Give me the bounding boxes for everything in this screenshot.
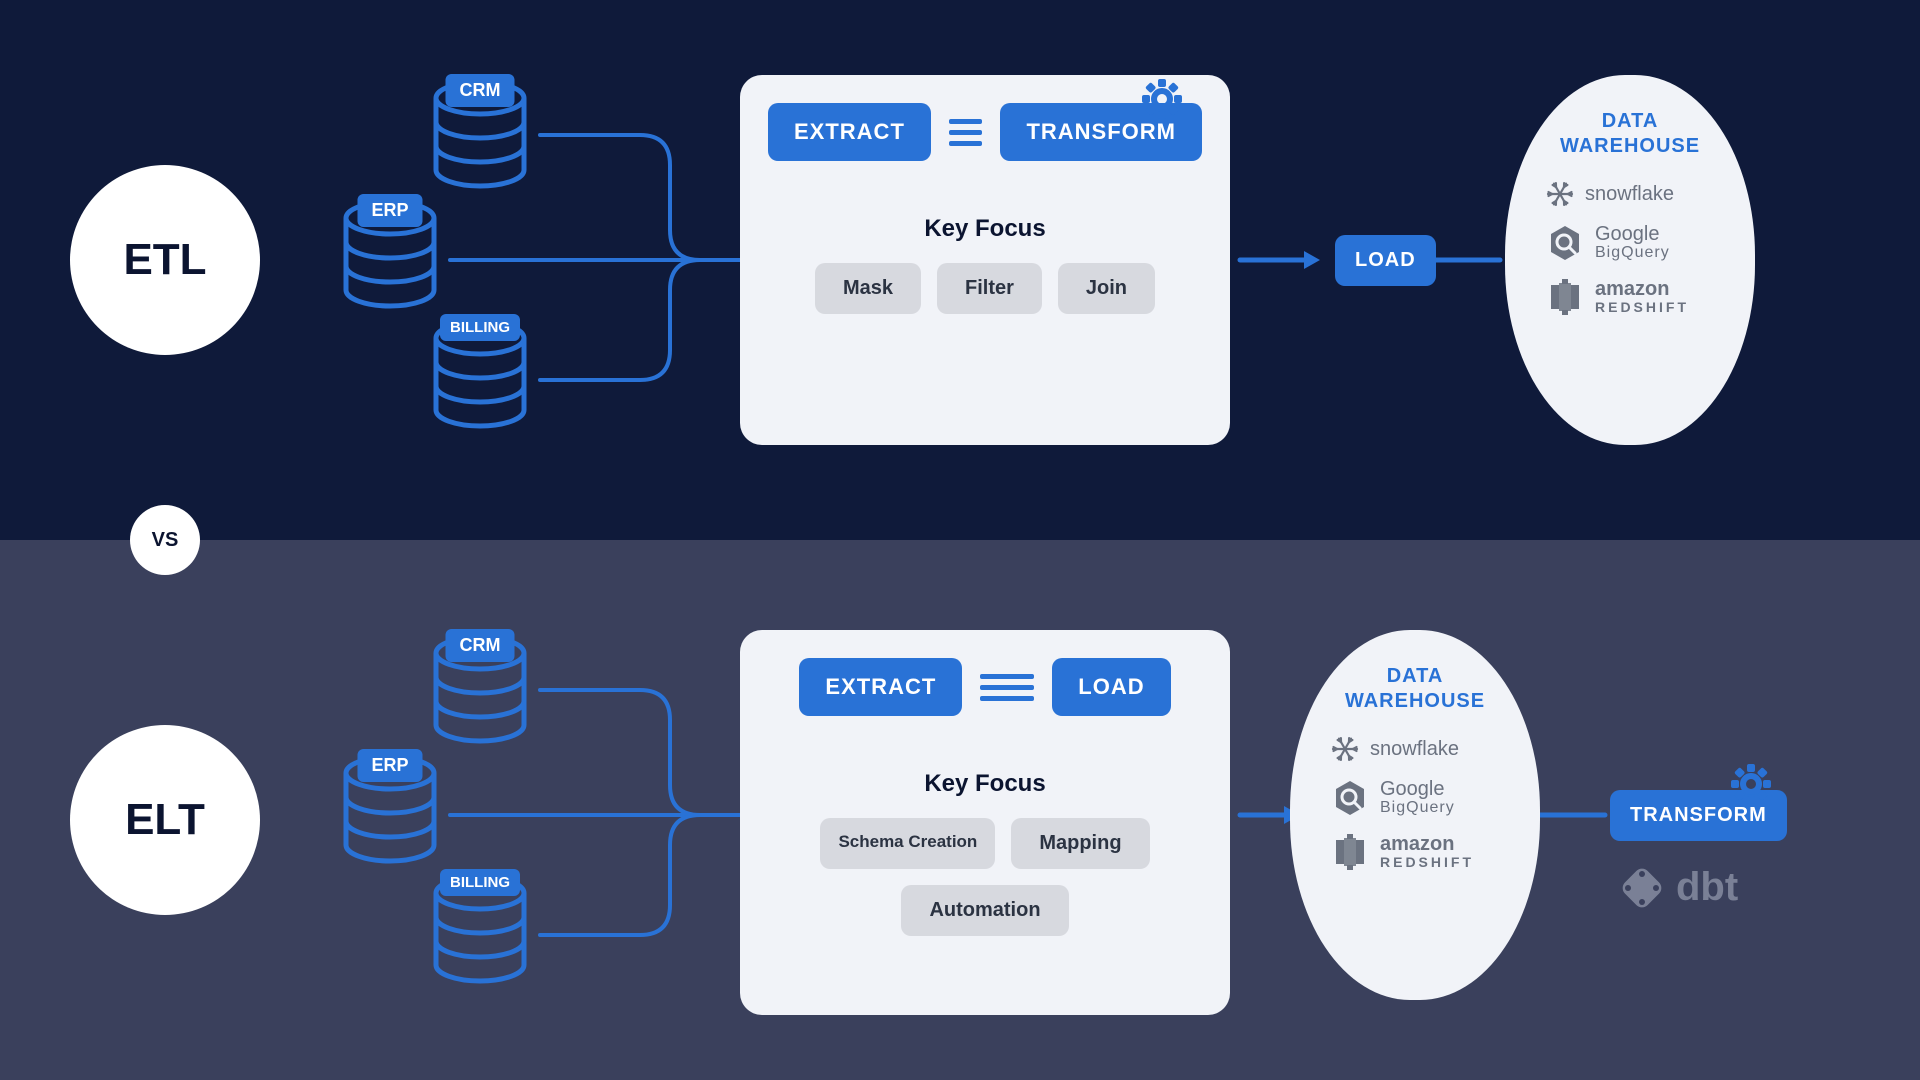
vendor-label: amazon — [1380, 834, 1454, 855]
equals-icon — [980, 674, 1034, 701]
dbt-label: dbt — [1676, 865, 1738, 910]
vendor-redshift: amazonREDSHIFT — [1312, 832, 1518, 872]
vs-badge: VS — [130, 505, 200, 575]
vendor-snowflake: snowflake — [1527, 179, 1733, 209]
vendor-label: Google — [1380, 779, 1445, 800]
vendor-sublabel: BigQuery — [1595, 245, 1670, 262]
db-label: BILLING — [440, 314, 520, 341]
load-pill: LOAD — [1335, 235, 1436, 286]
vendor-sublabel: BigQuery — [1380, 800, 1455, 817]
etl-chips: Mask Filter Join — [768, 263, 1202, 314]
elt-source-erp: ERP — [340, 755, 440, 870]
bigquery-icon — [1545, 223, 1585, 263]
key-focus-heading: Key Focus — [768, 215, 1202, 243]
chip-filter: Filter — [937, 263, 1042, 314]
etl-warehouse: DATA WAREHOUSE snowflake GoogleBigQuery … — [1505, 75, 1755, 445]
elt-warehouse: DATA WAREHOUSE snowflake GoogleBigQuery … — [1290, 630, 1540, 1000]
vendor-label: amazon — [1595, 279, 1669, 300]
gear-icon — [1140, 77, 1184, 121]
equals-icon — [949, 119, 983, 146]
elt-process-panel: EXTRACT LOAD Key Focus Schema Creation M… — [740, 630, 1230, 1015]
key-focus-heading: Key Focus — [768, 770, 1202, 798]
elt-title: ELT — [125, 795, 205, 845]
extract-pill: EXTRACT — [799, 658, 962, 716]
snowflake-icon — [1330, 734, 1360, 764]
vendor-label: Google — [1595, 224, 1660, 245]
elt-chips: Schema Creation Mapping Automation — [768, 818, 1202, 936]
db-label: ERP — [357, 749, 422, 782]
extract-pill: EXTRACT — [768, 103, 931, 161]
bigquery-icon — [1330, 778, 1370, 818]
db-label: CRM — [446, 629, 515, 662]
snowflake-icon — [1545, 179, 1575, 209]
warehouse-title-l1: DATA — [1387, 665, 1444, 687]
etl-process-panel: EXTRACT TRANSFORM Key Focus Mask Filter … — [740, 75, 1230, 445]
db-label: CRM — [446, 74, 515, 107]
db-label: BILLING — [440, 869, 520, 896]
db-label: ERP — [357, 194, 422, 227]
chip-mask: Mask — [815, 263, 921, 314]
chip-mapping: Mapping — [1011, 818, 1149, 869]
vendor-label: snowflake — [1585, 184, 1674, 205]
vendor-sublabel: REDSHIFT — [1595, 300, 1689, 315]
warehouse-title-l2: WAREHOUSE — [1345, 690, 1485, 712]
vendor-label: snowflake — [1370, 739, 1459, 760]
vendor-bigquery: GoogleBigQuery — [1312, 778, 1518, 818]
warehouse-title-l1: DATA — [1602, 110, 1659, 132]
vendor-redshift: amazonREDSHIFT — [1527, 277, 1733, 317]
elt-title-circle: ELT — [70, 725, 260, 915]
elt-source-crm: CRM — [430, 635, 530, 750]
chip-schema: Schema Creation — [820, 818, 995, 869]
vs-label: VS — [152, 529, 179, 552]
redshift-icon — [1330, 832, 1370, 872]
load-pill: LOAD — [1052, 658, 1170, 716]
warehouse-title-l2: WAREHOUSE — [1560, 135, 1700, 157]
vendor-sublabel: REDSHIFT — [1380, 855, 1474, 870]
vendor-bigquery: GoogleBigQuery — [1527, 223, 1733, 263]
elt-source-billing: BILLING — [430, 875, 530, 990]
chip-automation: Automation — [901, 885, 1068, 936]
dbt-tool: dbt — [1620, 865, 1738, 910]
dbt-icon — [1620, 866, 1664, 910]
vendor-snowflake: snowflake — [1312, 734, 1518, 764]
chip-join: Join — [1058, 263, 1155, 314]
warehouse-title: DATA WAREHOUSE — [1312, 664, 1518, 714]
redshift-icon — [1545, 277, 1585, 317]
warehouse-title: DATA WAREHOUSE — [1527, 109, 1733, 159]
gear-icon — [1729, 762, 1773, 806]
